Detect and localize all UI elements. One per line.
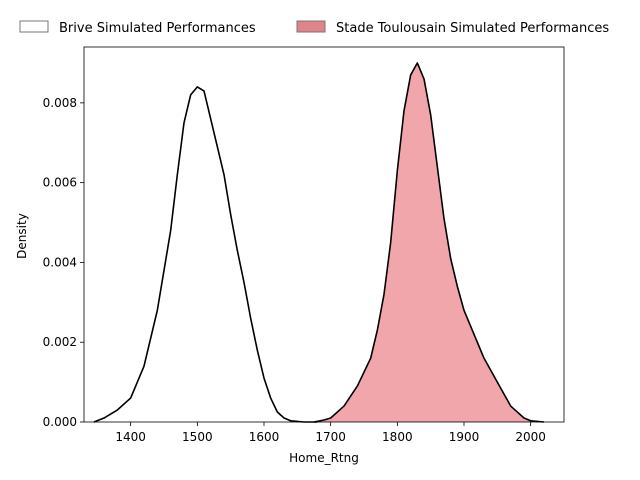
y-tick-label: 0.006 bbox=[43, 176, 77, 190]
x-tick-label: 1800 bbox=[382, 430, 413, 444]
y-axis-label: Density bbox=[15, 213, 29, 259]
plot-frame bbox=[83, 46, 565, 423]
legend-entry-0: Brive Simulated Performances bbox=[19, 20, 256, 36]
y-axis: 0.000 0.002 0.004 0.006 0.008 bbox=[43, 96, 84, 429]
legend-label: Brive Simulated Performances bbox=[59, 21, 256, 36]
x-tick-label: 1400 bbox=[115, 430, 146, 444]
legend-label: Stade Toulousain Simulated Performances bbox=[336, 21, 609, 36]
series-line-1 bbox=[313, 62, 545, 423]
y-tick-label: 0.004 bbox=[43, 255, 77, 269]
x-tick-label: 1500 bbox=[182, 430, 213, 444]
series-line-0 bbox=[93, 86, 318, 423]
plot-area bbox=[83, 46, 565, 423]
y-tick-label: 0.002 bbox=[43, 335, 77, 349]
legend: Brive Simulated Performances Stade Toulou… bbox=[19, 20, 609, 36]
legend-swatch bbox=[296, 20, 326, 33]
series-area-1 bbox=[314, 62, 544, 423]
legend-swatch bbox=[19, 20, 49, 33]
y-tick-label: 0.000 bbox=[43, 415, 77, 429]
x-tick-label: 1900 bbox=[449, 430, 480, 444]
x-axis-label: Home_Rtng bbox=[289, 451, 359, 465]
x-tick-label: 1600 bbox=[249, 430, 280, 444]
x-tick-label: 2000 bbox=[515, 430, 546, 444]
legend-entry-1: Stade Toulousain Simulated Performances bbox=[296, 20, 609, 36]
x-tick-label: 1700 bbox=[315, 430, 346, 444]
y-tick-label: 0.008 bbox=[43, 96, 77, 110]
x-axis: 1400 1500 1600 1700 1800 1900 2000 bbox=[115, 422, 546, 444]
